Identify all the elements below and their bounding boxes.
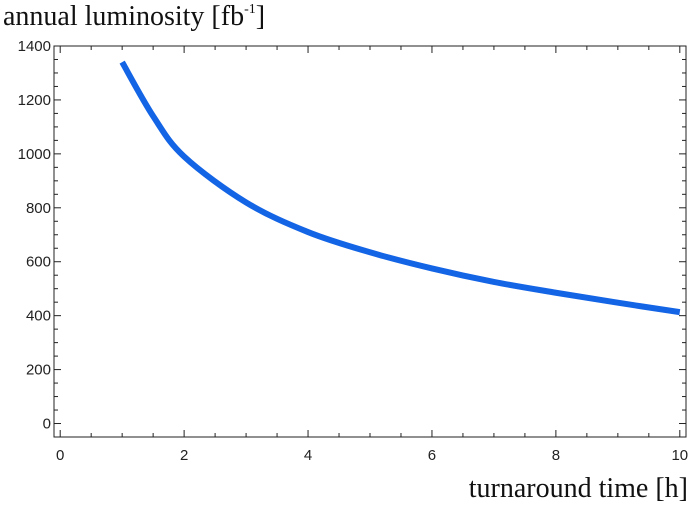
x-tick-label: 6 — [428, 447, 436, 464]
series-line — [119, 60, 681, 316]
y-tick-label: 1200 — [18, 92, 51, 109]
x-tick-label: 4 — [304, 447, 312, 464]
y-tick-label: 600 — [26, 254, 51, 271]
y-tick-label: 400 — [26, 308, 51, 325]
x-axis-label: turnaround time [h] — [468, 473, 688, 504]
y-tick-label: 200 — [26, 362, 51, 379]
x-tick-label: 8 — [552, 447, 560, 464]
y-tick-label: 1000 — [18, 146, 51, 163]
x-tick-label: 10 — [671, 447, 688, 464]
y-tick-label: 800 — [26, 200, 51, 217]
x-tick-label: 2 — [180, 447, 188, 464]
y-axis-label: annual luminosity [fb-1] — [3, 1, 266, 32]
y-tick-label: 1400 — [18, 38, 51, 55]
x-tick-label: 0 — [56, 447, 64, 464]
y-tick-label: 0 — [43, 416, 51, 433]
